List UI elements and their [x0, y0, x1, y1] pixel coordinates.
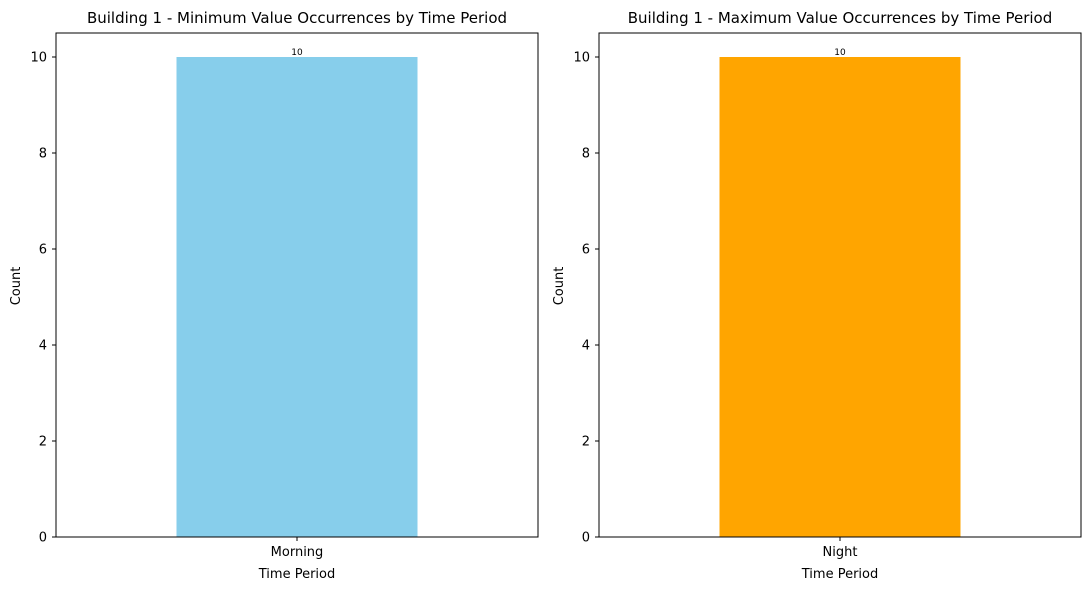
x-axis-label: Time Period [258, 567, 335, 582]
y-tick-label: 4 [39, 339, 47, 354]
chart-max-occurrences: Building 1 - Maximum Value Occurrences b… [552, 9, 1082, 582]
y-tick-label: 4 [582, 339, 590, 354]
y-tick-label: 8 [39, 147, 47, 162]
x-axis-label: Time Period [801, 567, 878, 582]
y-tick-label: 2 [582, 435, 590, 450]
x-tick-label: Night [823, 545, 858, 560]
y-tick-label: 0 [39, 531, 47, 546]
y-tick-label: 0 [582, 531, 590, 546]
y-tick-label: 10 [30, 51, 47, 66]
chart-title: Building 1 - Minimum Value Occurrences b… [87, 9, 507, 27]
y-tick-label: 6 [39, 243, 47, 258]
y-tick-label: 8 [582, 147, 590, 162]
y-tick-label: 10 [573, 51, 590, 66]
bar-morning [176, 57, 418, 537]
bar-data-label: 10 [834, 48, 846, 58]
x-tick-label: Morning [271, 545, 324, 560]
y-tick-label: 2 [39, 435, 47, 450]
y-axis-label: Count [552, 267, 567, 306]
bar-data-label: 10 [291, 48, 303, 58]
plot-area: 10 0 2 4 6 8 10 Night [573, 32, 1082, 560]
y-tick-label: 6 [582, 243, 590, 258]
y-axis-label: Count [9, 267, 24, 306]
chart-min-occurrences: Building 1 - Minimum Value Occurrences b… [9, 9, 539, 582]
bar-night [719, 57, 961, 537]
plot-area: 10 0 2 4 6 8 10 Morning [30, 32, 539, 560]
chart-title: Building 1 - Maximum Value Occurrences b… [628, 9, 1053, 27]
